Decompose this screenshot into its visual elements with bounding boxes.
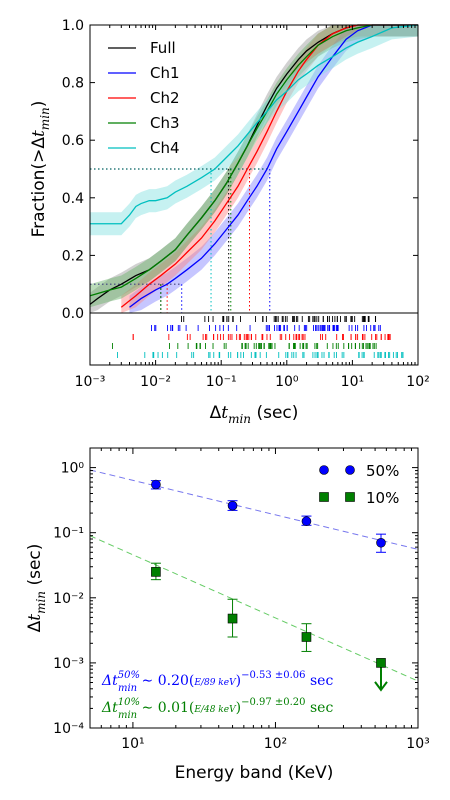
legend-marker-10	[319, 492, 329, 502]
point-10	[151, 567, 161, 577]
cdf-lines	[89, 24, 419, 308]
y-tick-label: 0.8	[62, 76, 84, 92]
data-points	[150, 479, 388, 692]
legend-label-50: 50%	[366, 462, 399, 480]
y-tick-label: 10⁰	[61, 461, 85, 477]
y-tick-label: 0.4	[62, 191, 84, 207]
energy-x-axis-label: Energy band (KeV)	[175, 763, 334, 783]
line-ch4	[90, 24, 419, 225]
y-tick-label: 10⁻¹	[53, 526, 84, 542]
cdf-y-axis-label: Fraction(>Δtmin)	[29, 101, 52, 238]
x-tick-label: 10³	[406, 736, 429, 752]
energy-y-axis-label: Δtmin (sec)	[25, 544, 48, 633]
line-ch1	[129, 24, 418, 308]
y-tick-label: 0.6	[62, 133, 84, 149]
x-tick-label: 10²	[264, 736, 287, 752]
legend-marker-50	[319, 465, 329, 475]
y-tick-label: 0.2	[62, 248, 84, 264]
cdf-y-ticks: 0.0 0.2 0.4 0.6 0.8 1.0	[62, 18, 418, 322]
legend-label-ch4: Ch4	[150, 139, 180, 157]
band-ch4	[90, 25, 418, 236]
legend-label-ch3: Ch3	[150, 114, 180, 132]
energy-panel: 10¹ 10² 10³ 10⁻⁴ 10⁻³ 10⁻² 10⁻¹ 10⁰ 50% 10% Δt50…	[25, 447, 430, 783]
line-ch3	[89, 24, 418, 297]
energy-legend: 50% 10%	[319, 462, 399, 507]
legend-label-10: 10%	[366, 489, 399, 507]
legend-marker-50	[345, 465, 355, 475]
x-tick-label: 10⁻³	[75, 374, 106, 390]
fit-line-0	[89, 469, 419, 550]
cdf-legend: Full Ch1 Ch2 Ch3 Ch4	[108, 39, 180, 157]
energy-ticks: 10¹ 10² 10³ 10⁻⁴ 10⁻³ 10⁻² 10⁻¹ 10⁰	[53, 447, 430, 752]
fit-annotations: Δt50% min ∼ 0.20(E/89 keV)−0.53 ±0.06 sec…	[101, 670, 333, 721]
point-10	[227, 613, 238, 624]
point-10	[376, 658, 386, 668]
point-50	[301, 516, 312, 527]
point-50	[376, 537, 386, 548]
legend-label-ch1: Ch1	[150, 64, 180, 82]
band-full	[90, 25, 418, 313]
legend-marker-10	[345, 492, 355, 502]
band-ch2	[121, 25, 418, 313]
point-10	[301, 632, 312, 642]
point-50	[151, 479, 161, 490]
rug-strip: 10⁻³ 10⁻² 10⁻¹ 10⁰ 10¹ 10²	[75, 25, 430, 390]
x-tick-label: 10⁰	[275, 374, 299, 390]
cdf-x-ticks: 10⁻³ 10⁻² 10⁻¹ 10⁰ 10¹ 10²	[75, 25, 430, 390]
y-tick-label: 1.0	[62, 18, 84, 34]
x-tick-label: 10⁻¹	[206, 374, 237, 390]
legend-label-ch2: Ch2	[150, 89, 180, 107]
line-ch2	[120, 24, 418, 308]
x-tick-label: 10²	[406, 374, 429, 390]
y-tick-label: 10⁻³	[53, 656, 84, 672]
cdf-x-axis-label: Δtmin (sec)	[210, 403, 299, 426]
energy-plot-frame	[89, 447, 419, 729]
cdf-panel: 0.0 0.2 0.4 0.6 0.8 1.0 Full Ch1 Ch2 Ch3 Ch4 Frac…	[29, 18, 419, 322]
fit-line-1	[89, 535, 419, 682]
y-tick-label: 10⁻²	[53, 591, 84, 607]
legend-label-full: Full	[150, 39, 176, 57]
x-tick-label: 10¹	[121, 736, 144, 752]
rug-frame	[89, 312, 419, 366]
fit-formula-0: Δt50% min ∼ 0.20(E/89 keV)−0.53 ±0.06 sec	[101, 670, 333, 694]
band-ch3	[90, 25, 418, 308]
fit-lines	[89, 469, 419, 682]
x-tick-label: 10⁻²	[140, 374, 171, 390]
x-tick-label: 10¹	[341, 374, 364, 390]
fit-formula-1: Δt10% min ∼ 0.01(E/48 keV)−0.97 ±0.20 sec	[101, 697, 333, 721]
point-50	[227, 500, 238, 511]
upper-limit-arrowhead	[374, 681, 388, 692]
y-tick-label: 10⁻⁴	[53, 721, 84, 737]
y-tick-label: 0.0	[62, 306, 84, 322]
